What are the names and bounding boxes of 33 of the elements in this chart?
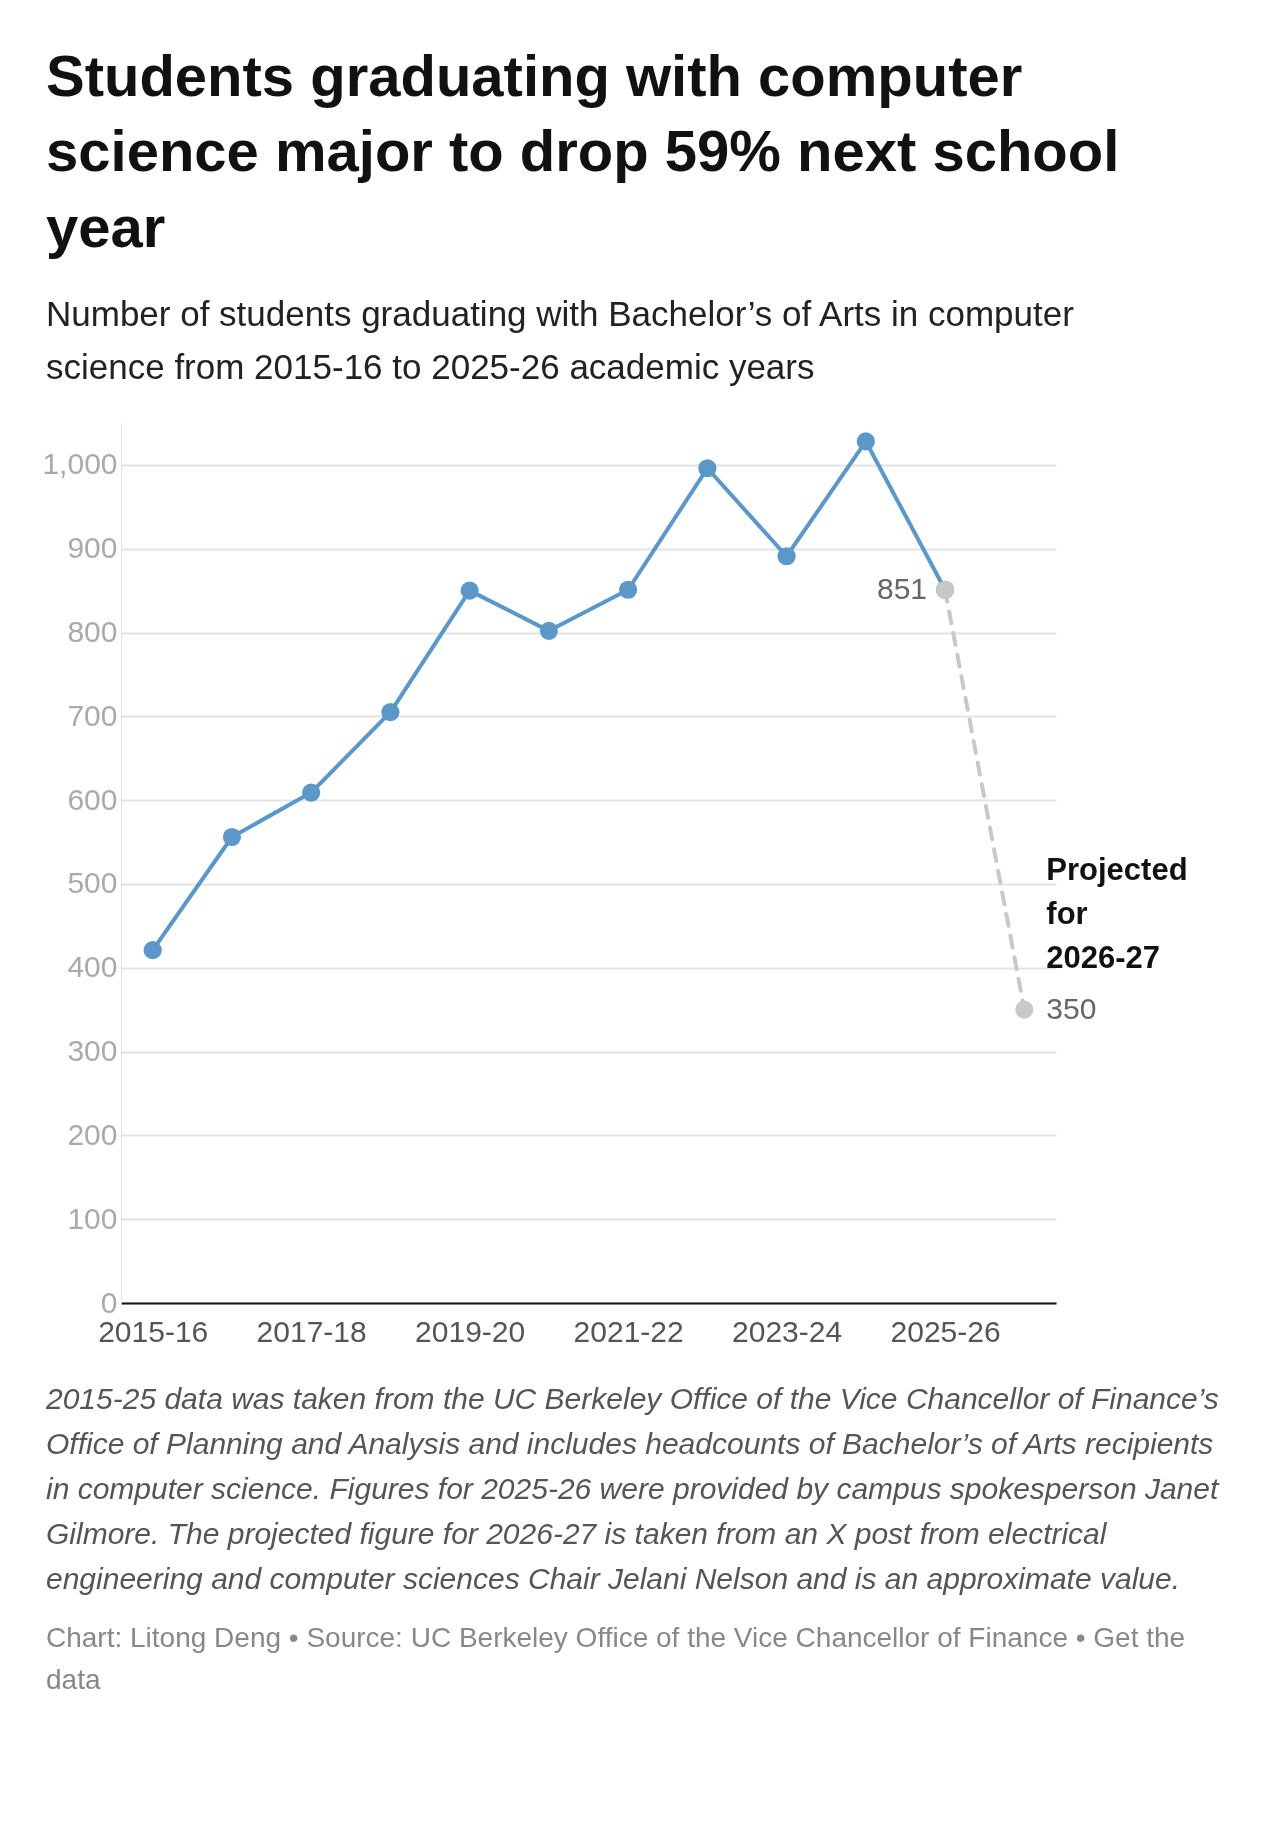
y-tick-label: 700	[67, 699, 118, 733]
point	[302, 783, 321, 802]
point	[460, 581, 479, 600]
chart-title: Students graduating with computer science major to drop 59% next school year	[46, 42, 1121, 261]
y-tick-label: 500	[67, 866, 118, 900]
x-tick-label: 2023-24	[732, 1314, 843, 1348]
point	[698, 459, 717, 478]
point	[619, 580, 638, 600]
x-tick-label: 2021-22	[573, 1314, 684, 1348]
point	[856, 432, 875, 451]
y-tick-label: 600	[67, 782, 118, 816]
point	[539, 621, 558, 641]
point	[222, 828, 242, 847]
point	[777, 547, 796, 566]
data-label: 851	[877, 571, 928, 605]
data-label: 350	[1046, 991, 1097, 1025]
chart-subtitle: Number of students graduating with Bachelor’s of Arts in computer science from 2015-16 to 2025-26 academic years	[46, 293, 1075, 388]
y-tick-label: 900	[67, 531, 118, 565]
point	[143, 941, 162, 960]
series-label: Projected for 2026-27	[1046, 851, 1188, 975]
point	[381, 703, 400, 722]
y-tick-label: 400	[67, 950, 118, 984]
text: Chart: Litong Deng • Source: UC Berkeley Office of the Vice Chancellor of Finance • Get the data	[46, 1621, 1187, 1698]
y-tick-label: 200	[67, 1118, 118, 1152]
x-tick-label: 2017-18	[256, 1314, 367, 1348]
y-tick-label: 100	[67, 1201, 118, 1235]
point	[1015, 1000, 1034, 1019]
y-tick-label: 1,000	[42, 447, 118, 481]
y-tick-label: 300	[67, 1034, 118, 1068]
x-tick-label: 2019-20	[415, 1314, 526, 1348]
text: 2015-25 data was taken from the UC Berkeley Office of the Vice Chancellor of Finance’s Office of Planning and Analysis and includes headcounts of Bachelor’s of Arts recipients in computer science. Figures for 2025-26 were provided by campus spokesperson Janet Gilmore. The projected figure for 2026-27 is taken from an X post from electrical engineering and computer sciences Chair Jelani Nelson and is an approximate value.	[46, 1381, 1221, 1598]
x-tick-label: 2025-26	[890, 1314, 1001, 1348]
y-tick-label: 800	[67, 615, 118, 649]
